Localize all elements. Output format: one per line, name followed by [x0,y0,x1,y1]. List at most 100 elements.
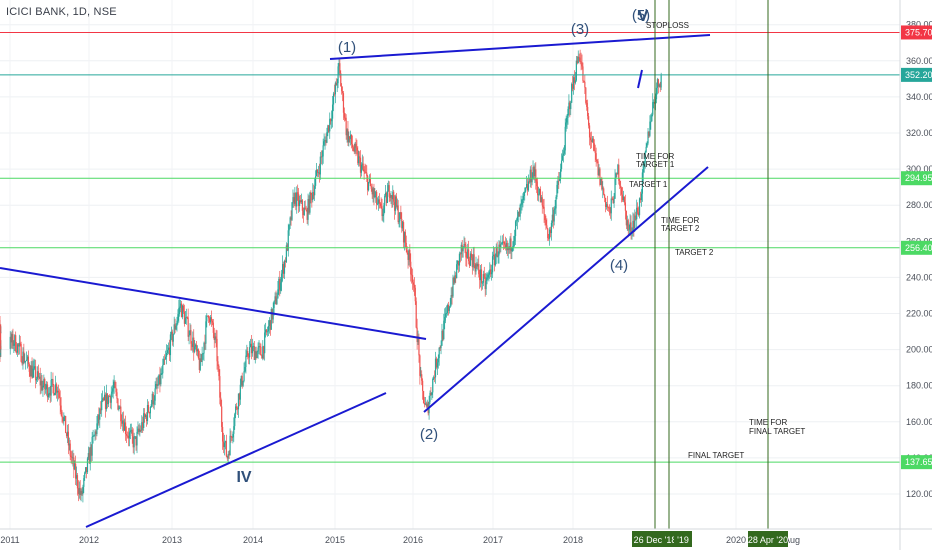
candle-body [417,338,419,343]
candle-body [505,243,507,248]
candle-body [453,277,455,283]
candle-body [260,346,262,356]
candle-body [532,167,534,179]
candle-body [389,196,391,198]
candle-body [355,143,357,148]
candle-body [274,296,276,301]
candle-body [598,168,600,176]
candle-body [349,136,351,139]
wave-label-4: (4) [610,257,628,274]
candle-body [234,414,236,427]
candle-body [154,388,156,401]
candle-body [0,332,2,341]
candle-body [245,355,247,368]
candle-body [531,178,533,183]
candle-body [321,156,323,158]
candle-body [579,57,581,62]
candle-body [258,346,260,348]
candle-body [394,196,397,211]
candle-body [287,230,289,251]
candle-body [0,330,2,333]
candle-body [28,364,30,372]
candle-body [59,397,61,406]
candle-body [352,147,354,151]
candle-body [240,375,242,385]
date-badge-label-1: '19 [677,535,689,545]
candle-body [284,260,287,263]
trendline-wave5-leg[interactable] [637,69,643,89]
candle-body [343,112,345,118]
x-tick-label: 2020 [726,535,746,545]
trendline-falling[interactable] [0,267,427,340]
candle-body [293,197,295,204]
candle-body [202,353,204,355]
candle-body [146,404,149,421]
candle-body [33,366,35,369]
candle-body [135,436,137,446]
candle-body [514,236,516,242]
candle-body [153,400,155,405]
trendline-upper[interactable] [329,34,711,60]
candle-body [97,414,99,424]
annotation-target2: TARGET 2 [675,248,714,257]
candle-body [398,220,400,223]
candle-body [295,193,297,207]
candle-body [145,415,148,421]
candle-body [282,264,284,274]
symbol-title: ICICI BANK, 1D, NSE [6,6,117,18]
candle-body [204,342,206,344]
candle-body [590,140,593,142]
trendline-long-support[interactable] [85,392,387,528]
candle-body [456,264,458,279]
candle-body [181,303,183,318]
price-badge-final-target [901,455,932,470]
candle-body [231,437,233,438]
candle-body [649,121,651,136]
candle-body [9,336,11,349]
candle-body [69,443,71,456]
candle-body [555,196,557,209]
candle-body [94,431,96,436]
candle-body [210,317,213,321]
candle-body [310,192,312,195]
price-badge-label-stoploss: 375.70 [905,27,932,37]
candle-body [163,358,165,365]
candle-body [143,413,145,428]
candle-body [500,243,502,248]
candle-body [257,347,259,352]
candle-body [547,228,549,239]
y-tick-label: 300.00 [906,164,932,174]
candle-body [466,257,468,259]
candle-body [524,191,526,193]
candle-body [278,279,280,290]
candle-body [645,146,647,153]
candle-body [540,197,542,203]
candle-body [525,187,527,192]
candle-body [227,453,229,459]
candle-body [192,337,194,347]
candle-body [426,403,428,407]
candle-body [477,264,479,267]
candle-body [29,371,31,377]
candle-body [658,84,660,87]
candle-body [385,192,388,203]
candle-body [83,478,85,487]
candle-body [476,263,478,267]
candle-body [102,398,104,401]
wave-label-roman-iv: IV [236,469,251,486]
candle-body [608,207,610,209]
candle-body [558,180,560,182]
candle-body [444,316,446,321]
candle-body [277,289,279,299]
candle-body [73,457,75,470]
candle-body [516,216,518,221]
candle-body [441,330,443,346]
candle-body [395,196,397,207]
candle-body [100,408,102,411]
candle-body [490,269,492,275]
candle-body [413,284,415,288]
trendline-channel-lower[interactable] [423,166,709,413]
candle-body [448,306,450,311]
candle-body [600,178,602,185]
